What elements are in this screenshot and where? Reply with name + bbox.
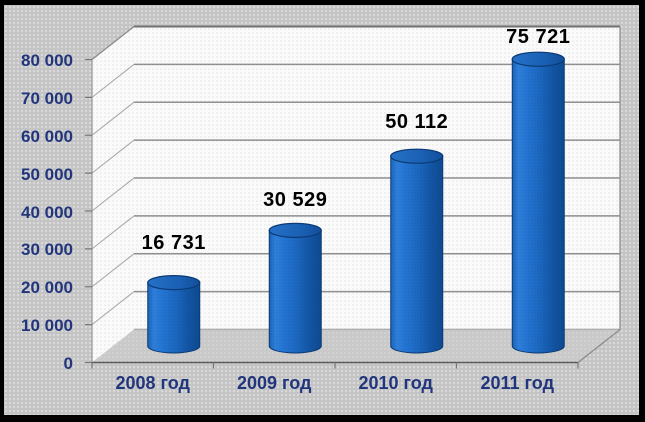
cylinder-bar-texture <box>390 156 443 353</box>
gridline-side <box>91 101 135 136</box>
gridline-side <box>91 139 135 174</box>
gridline-side <box>91 215 135 250</box>
cylinder-bar-top <box>511 51 565 67</box>
gridline-side <box>91 63 135 98</box>
gridline-side <box>91 291 135 326</box>
floor-right-edge <box>577 329 621 363</box>
floor-texture <box>92 329 620 363</box>
gridline-side <box>91 253 135 288</box>
gridline-side <box>91 177 135 212</box>
cylinder-bar-texture <box>269 230 322 353</box>
cylinder-bar-top <box>147 275 201 291</box>
wall-top-left-edge <box>91 26 135 60</box>
cylinder-bar-texture <box>147 282 200 353</box>
cylinder-bar-texture <box>512 59 565 353</box>
cylinder-bar-top <box>390 148 444 164</box>
cylinder-bar-top <box>268 222 322 238</box>
